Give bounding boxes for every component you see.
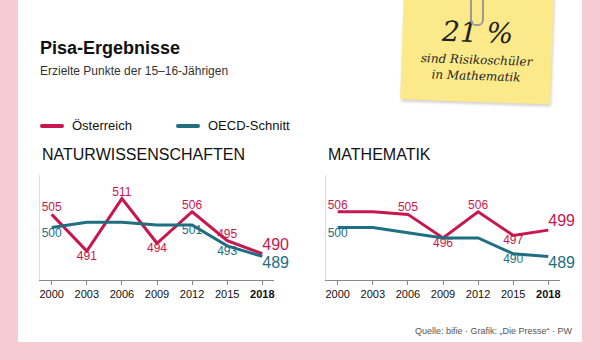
svg-text:505: 505 xyxy=(42,200,62,214)
html-text:Quelle: bifie · Grafik: „Die P: Quelle: bifie · Grafik: „Die Presse“ · P… xyxy=(415,326,572,336)
svg-text:2000: 2000 xyxy=(39,288,63,300)
html-text:OECD-Schnitt: OECD-Schnitt xyxy=(208,118,290,133)
html-text:Österreich: Österreich xyxy=(72,118,132,133)
svg-text:494: 494 xyxy=(147,241,167,255)
html-text:Pisa-Ergebnisse: Pisa-Ergebnisse xyxy=(40,38,181,58)
svg-text:499: 499 xyxy=(548,212,575,229)
svg-text:501: 501 xyxy=(182,223,202,237)
svg-text:495: 495 xyxy=(217,227,237,241)
svg-text:2015: 2015 xyxy=(215,288,239,300)
svg-text:500: 500 xyxy=(328,226,348,240)
svg-text:490: 490 xyxy=(503,252,523,266)
svg-text:489: 489 xyxy=(262,254,289,271)
svg-text:500: 500 xyxy=(42,226,62,240)
svg-text:2009: 2009 xyxy=(145,288,169,300)
svg-text:2012: 2012 xyxy=(466,288,490,300)
svg-text:2003: 2003 xyxy=(75,288,99,300)
svg-text:2006: 2006 xyxy=(110,288,134,300)
svg-text:490: 490 xyxy=(262,236,289,253)
svg-text:491: 491 xyxy=(77,249,97,263)
svg-text:2003: 2003 xyxy=(361,288,385,300)
svg-text:506: 506 xyxy=(328,198,348,212)
svg-text:2018: 2018 xyxy=(536,288,560,300)
html-text:Erzielte Punkte der 15–16-Jähr: Erzielte Punkte der 15–16-Jährigen xyxy=(40,64,229,78)
svg-text:496: 496 xyxy=(433,236,453,250)
svg-text:2009: 2009 xyxy=(431,288,455,300)
svg-text:506: 506 xyxy=(182,198,202,212)
html-text:21 %: 21 % xyxy=(441,14,514,51)
svg-text:MATHEMATIK: MATHEMATIK xyxy=(328,146,431,163)
svg-text:2015: 2015 xyxy=(501,288,525,300)
svg-text:497: 497 xyxy=(503,233,523,247)
svg-text:2018: 2018 xyxy=(250,288,274,300)
svg-text:489: 489 xyxy=(548,254,575,271)
svg-text:493: 493 xyxy=(217,244,237,258)
svg-text:506: 506 xyxy=(468,198,488,212)
svg-text:NATURWISSENSCHAFTEN: NATURWISSENSCHAFTEN xyxy=(42,146,245,163)
svg-text:2006: 2006 xyxy=(396,288,420,300)
svg-text:511: 511 xyxy=(112,185,131,199)
svg-text:2012: 2012 xyxy=(180,288,204,300)
html-text:sind Risikoschüler in Mathemat: sind Risikoschüler in Mathematik xyxy=(420,51,533,85)
svg-text:2000: 2000 xyxy=(325,288,349,300)
svg-text:505: 505 xyxy=(398,200,418,214)
